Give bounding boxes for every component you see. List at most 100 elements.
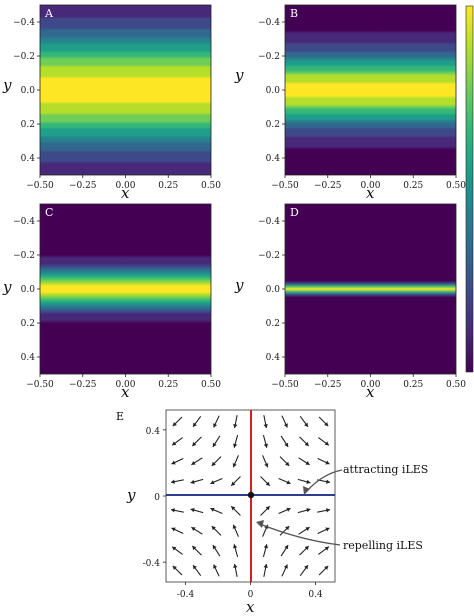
vector-arrow [191,545,202,556]
y-tick-label: −0.2 [258,251,280,261]
vector-arrow [232,455,239,468]
x-axis-label-d: x [366,383,375,401]
vector-arrow [318,437,330,446]
y-tick-label: 0.4 [266,353,281,363]
y-tick-label: -0.4 [143,559,161,569]
vector-arrow [210,507,223,514]
x-tick-label: −0.25 [314,181,342,191]
vector-arrow [260,505,271,516]
x-tick-label: 0.50 [446,380,466,390]
y-tick-label: 0.2 [266,120,280,130]
colorbar [465,5,474,373]
panel-c: C −0.4 −0.2 0.0 0.2 0.4 −0.50 −0.25 0.00 0.25 0.5… [2,203,221,401]
x-axis-label-b: x [366,184,375,202]
vector-arrow [211,525,222,536]
x-tick-label: 0.25 [403,181,423,191]
vector-arrow [233,415,238,429]
y-tick-label: 0.0 [21,285,36,295]
vector-arrow [190,478,204,485]
vector-arrow [318,546,330,555]
vector-arrow [191,457,203,466]
vector-arrow [262,544,269,557]
y-tick-label: −0.4 [13,18,35,28]
x-tick-label: 0.00 [360,181,380,191]
annotation-repelling-label: repelling iLES [343,539,423,552]
heatmap-c [40,204,211,374]
y-tick-label: −0.2 [258,52,280,62]
heatmap-a [40,5,211,175]
vector-arrow [299,545,310,556]
y-axis-label-e: y [126,486,136,504]
y-tick-label: −0.4 [258,217,280,227]
x-tick-label: −0.50 [271,181,299,191]
x-axis-label-c: x [121,383,130,401]
equilibrium-point [247,491,255,499]
vector-arrow [192,564,202,576]
x-tick-label: 0.50 [201,181,221,191]
x-tick-label: −0.50 [26,380,54,390]
vector-arrow [211,456,222,467]
y-tick-label: 0.0 [266,285,281,295]
annotation-attracting: attracting iLES [303,463,428,495]
vector-arrow [232,524,239,537]
x-tick-label: −0.25 [69,181,97,191]
y-tick-label: −0.2 [13,251,35,261]
x-tick-label: 0.00 [115,181,135,191]
x-tick-label: 0.25 [403,380,423,390]
panel-a: A −0.4 −0.2 0.0 0.2 0.4 −0.50 −0.25 0.00 0.25 0.5… [2,4,221,202]
x-tick-label: -0.4 [177,590,195,600]
vector-arrow [190,507,204,514]
vector-arrow [170,479,184,484]
vector-arrow [262,435,269,448]
vector-arrow [172,565,183,576]
vector-arrow [170,508,184,513]
vector-arrow [212,544,221,557]
y-tick-label: 0.2 [21,319,35,329]
x-axis-label-a: x [121,184,130,202]
vector-arrow [171,546,183,555]
vector-arrow [318,416,329,427]
vector-arrow [298,526,310,535]
annotation-attracting-label: attracting iLES [343,463,428,476]
vector-arrow [191,436,202,447]
vector-arrow [280,435,289,448]
vector-arrow [298,457,310,466]
y-tick-label: 0.2 [21,120,35,130]
vector-arrow [281,415,288,428]
vector-arrow [278,478,291,485]
x-tick-label: −0.25 [314,380,342,390]
panel-label-b: B [290,7,298,20]
y-tick-label: 0.0 [21,86,36,96]
y-tick-label: 0.4 [266,154,281,164]
y-axis-label-c: y [2,278,12,296]
x-tick-label: 0 [248,590,254,600]
vector-arrow [213,564,220,577]
vector-arrow [317,527,330,534]
vector-arrow [172,416,183,427]
x-tick-label: 0.50 [446,181,466,191]
vector-arrow [192,416,202,428]
x-tick-label: 0.00 [115,380,135,390]
x-tick-label: 0.4 [308,590,323,600]
x-tick-label: 0.25 [158,380,178,390]
x-tick-label: 0.25 [158,181,178,191]
panel-e: E -0.4 0 0.4 -0.4 0 0.4 y x attracting iLES r… [116,409,428,616]
y-tick-label: 0.2 [266,319,280,329]
vector-arrow [262,455,269,468]
y-axis-label-a: y [2,76,12,94]
y-tick-label: 0 [154,493,160,503]
x-tick-label: −0.25 [69,380,97,390]
vector-arrow [297,478,311,485]
y-axis-label-d: y [234,276,244,294]
y-tick-label: 0.4 [21,353,36,363]
vector-arrow [171,458,184,465]
vector-arrow [317,458,330,465]
vector-arrow [230,505,241,516]
y-axis-label-b: y [234,66,244,84]
annotation-arrow-repelling [259,523,341,546]
heatmap-b [285,5,456,175]
x-tick-label: −0.50 [26,181,54,191]
x-tick-label: −0.50 [271,380,299,390]
vector-arrow [171,527,184,534]
